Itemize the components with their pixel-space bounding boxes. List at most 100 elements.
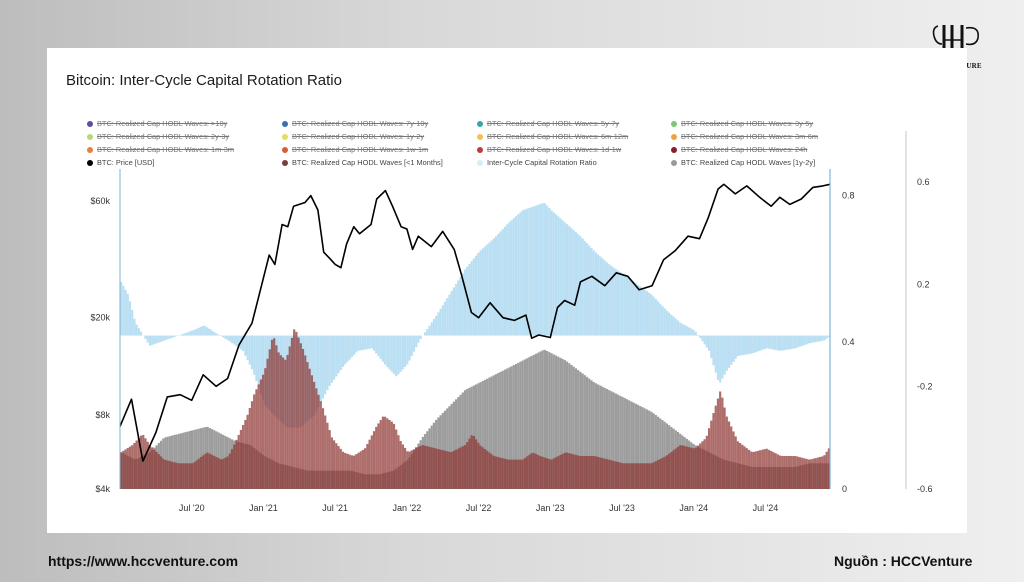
ratio-bar: [246, 335, 249, 361]
hodl-lt1m-bar: [630, 463, 633, 489]
hodl-lt1m-bar: [756, 450, 759, 489]
ratio-bar: [381, 335, 385, 362]
hodl-lt1m-bar: [446, 451, 449, 489]
legend-item[interactable]: BTC: Realized Cap HODL Waves: 7y-10y: [282, 119, 428, 128]
legend-item[interactable]: BTC: Realized Cap HODL Waves: 1d-1w: [477, 145, 621, 154]
hodl-lt1m-bar: [395, 429, 398, 489]
ratio-bar: [139, 331, 143, 336]
hodl-lt1m-bar: [461, 446, 464, 489]
hodl-lt1m-bar: [224, 457, 227, 489]
legend-item[interactable]: BTC: Realized Cap HODL Waves [<1 Months]: [282, 158, 443, 167]
hodl-1y-2y-bar: [623, 398, 626, 489]
legend-item[interactable]: BTC: Realized Cap HODL Waves: 1w-1m: [282, 145, 428, 154]
hodl-lt1m-bar: [250, 401, 254, 489]
legend-item[interactable]: BTC: Realized Cap HODL Waves: 1m-3m: [87, 145, 234, 154]
hodl-1y-2y-bar: [534, 353, 538, 489]
hodl-lt1m-bar: [301, 348, 305, 489]
ratio-bar: [636, 284, 640, 336]
hodl-lt1m-bar: [574, 454, 578, 489]
ratio-bar: [437, 312, 440, 336]
hodl-lt1m-bar: [153, 449, 156, 489]
legend-item[interactable]: BTC: Realized Cap HODL Waves: 2y-3y: [87, 132, 229, 141]
hodl-lt1m-bar: [423, 445, 427, 489]
hodl-lt1m-bar: [636, 463, 640, 489]
legend-item[interactable]: BTC: Realized Cap HODL Waves: 6m-12m: [477, 132, 628, 141]
ratio-bar: [785, 335, 788, 350]
hodl-1y-2y-bar: [499, 371, 502, 489]
hodl-lt1m-bar: [330, 437, 333, 489]
hodl-lt1m-bar: [404, 447, 407, 489]
hodl-lt1m-bar: [481, 447, 484, 489]
ratio-bar: [466, 266, 469, 336]
ratio-bar: [459, 276, 462, 336]
ratio-bar: [685, 326, 688, 336]
legend-item[interactable]: BTC: Realized Cap HODL Waves: 5y-7y: [477, 119, 619, 128]
left-axis-tick: $8k: [95, 410, 110, 420]
hodl-lt1m-bar: [501, 458, 504, 489]
hodl-lt1m-bar: [246, 414, 249, 489]
hodl-lt1m-bar: [523, 458, 527, 489]
hodl-lt1m-bar: [122, 450, 125, 489]
legend-item[interactable]: BTC: Realized Cap HODL Waves: 1y-2y: [282, 132, 424, 141]
hodl-1y-2y-bar: [650, 411, 653, 489]
hodl-lt1m-bar: [344, 452, 347, 489]
ratio-bar: [426, 329, 429, 336]
hodl-lt1m-bar: [277, 352, 280, 489]
ratio-bar: [497, 233, 500, 336]
ratio-bar: [191, 330, 194, 336]
hodl-lt1m-bar: [253, 394, 256, 489]
hodl-1y-2y-bar: [497, 373, 500, 489]
ratio-bar: [767, 335, 771, 349]
hodl-lt1m-bar: [588, 455, 591, 489]
ratio-bar: [335, 335, 338, 377]
hodl-1y-2y-bar: [630, 401, 633, 489]
ratio-bar: [814, 335, 817, 343]
hodl-lt1m-bar: [397, 435, 400, 489]
ratio-bar: [499, 231, 502, 336]
hodl-lt1m-bar: [262, 374, 265, 489]
hodl-lt1m-bar: [286, 354, 289, 489]
ratio-bar: [552, 212, 555, 336]
ratio-bar: [614, 269, 617, 336]
footer-url[interactable]: https://www.hccventure.com: [48, 553, 239, 569]
ratio-bar: [639, 286, 642, 336]
ratio-bar: [179, 334, 183, 336]
ratio-bar: [195, 328, 198, 336]
hodl-lt1m-bar: [803, 458, 806, 489]
hodl-lt1m-bar: [510, 459, 513, 489]
ratio-bar: [199, 326, 203, 336]
hodl-lt1m-bar: [597, 456, 600, 489]
hodl-1y-2y-bar: [175, 434, 178, 489]
ratio-bar: [435, 315, 438, 336]
ratio-bar: [610, 265, 613, 336]
legend-item[interactable]: BTC: Realized Cap HODL Waves: 3m-6m: [671, 132, 818, 141]
hodl-lt1m-bar: [177, 463, 180, 489]
legend-item[interactable]: BTC: Realized Cap HODL Waves: >10y: [87, 119, 227, 128]
legend-item[interactable]: BTC: Price [USD]: [87, 158, 155, 167]
hodl-lt1m-bar: [333, 440, 336, 489]
ratio-bar: [146, 335, 149, 343]
legend-label: BTC: Realized Cap HODL Waves: 7y-10y: [292, 119, 429, 128]
legend-item[interactable]: Inter-Cycle Capital Rotation Ratio: [477, 158, 597, 167]
ratio-bar: [517, 214, 520, 336]
legend-item[interactable]: BTC: Realized Cap HODL Waves [1y-2y]: [671, 158, 815, 167]
legend-item[interactable]: BTC: Realized Cap HODL Waves: 24h: [671, 145, 807, 154]
hodl-lt1m-bar: [565, 452, 569, 489]
ratio-bar: [783, 335, 786, 351]
ratio-bar: [665, 310, 669, 336]
ratio-bar: [563, 222, 566, 336]
hodl-lt1m-bar: [506, 459, 509, 489]
hodl-lt1m-bar: [583, 455, 586, 489]
ratio-bar: [803, 335, 806, 346]
legend-item[interactable]: BTC: Realized Cap HODL Waves: 3y-5y: [671, 119, 813, 128]
ratio-bar: [554, 214, 558, 336]
hodl-lt1m-bar: [293, 329, 296, 489]
ratio-bar: [257, 335, 260, 388]
hodl-1y-2y-bar: [459, 394, 462, 489]
hodl-lt1m-bar: [297, 337, 300, 489]
hodl-lt1m-bar: [208, 453, 211, 489]
ratio-bar: [603, 260, 606, 336]
hodl-1y-2y-bar: [610, 391, 613, 489]
hodl-lt1m-bar: [774, 453, 777, 489]
ratio-bar: [494, 236, 498, 336]
